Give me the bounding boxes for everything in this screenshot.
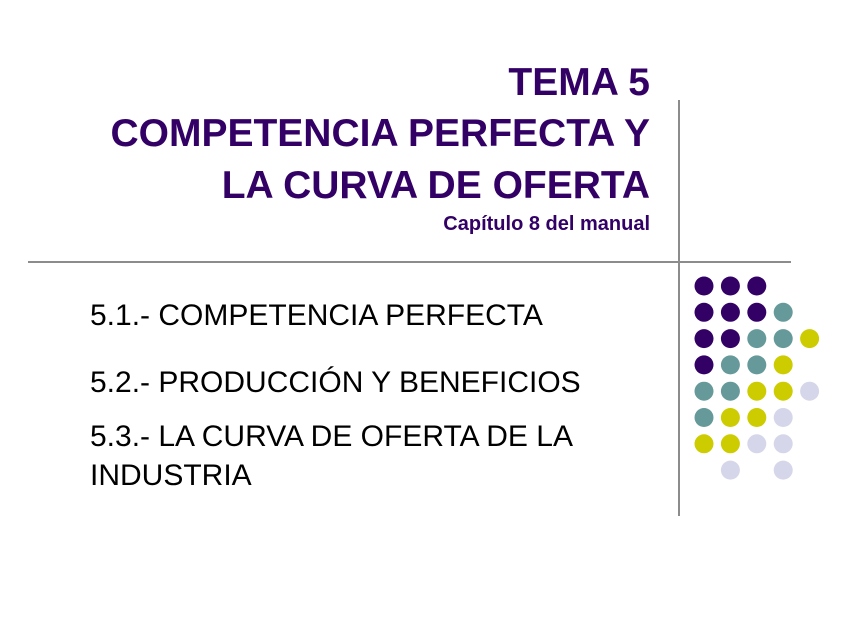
dot-teal	[720, 355, 740, 375]
dot-yellow	[773, 355, 793, 375]
slide-title-line-3: LA CURVA DE OFERTA	[221, 164, 650, 207]
dot-yellow	[773, 381, 793, 401]
slide-subtitle: Capítulo 8 del manual	[443, 213, 650, 235]
dot-purple	[747, 302, 767, 322]
dot-purple	[694, 355, 714, 375]
dot-lavender	[773, 408, 793, 427]
list-item: INDUSTRIA	[90, 459, 252, 492]
dot-purple	[720, 276, 740, 296]
dot-yellow	[800, 329, 820, 349]
dot-lavender	[800, 381, 820, 401]
dot-teal	[773, 302, 793, 322]
dot-purple	[747, 276, 767, 296]
dot-yellow	[720, 408, 740, 427]
dot-purple	[694, 276, 714, 296]
dot-yellow	[694, 434, 714, 454]
dot-purple	[720, 329, 740, 349]
list-item: 5.1.- COMPETENCIA PERFECTA	[90, 299, 543, 332]
dot-purple	[720, 302, 740, 322]
dot-teal	[694, 408, 714, 427]
vertical-divider	[678, 100, 680, 516]
slide-title-line-2: COMPETENCIA PERFECTA Y	[110, 112, 650, 155]
dot-teal	[720, 381, 740, 401]
horizontal-divider	[28, 261, 791, 263]
dot-teal	[747, 329, 767, 349]
list-item: 5.3.- LA CURVA DE OFERTA DE LA	[90, 420, 573, 453]
list-item: 5.2.- PRODUCCIÓN Y BENEFICIOS	[90, 366, 581, 399]
dot-yellow	[720, 434, 740, 454]
slide-title-line-1: TEMA 5	[508, 61, 650, 104]
dot-yellow	[747, 408, 767, 427]
dot-teal	[773, 329, 793, 349]
dot-purple	[694, 329, 714, 349]
dot-lavender	[720, 460, 740, 480]
dot-lavender	[773, 460, 793, 480]
dot-lavender	[747, 434, 767, 454]
dot-teal	[694, 381, 714, 401]
dot-purple	[694, 302, 714, 322]
dot-lavender	[773, 434, 793, 454]
dot-teal	[747, 355, 767, 375]
dot-yellow	[747, 381, 767, 401]
